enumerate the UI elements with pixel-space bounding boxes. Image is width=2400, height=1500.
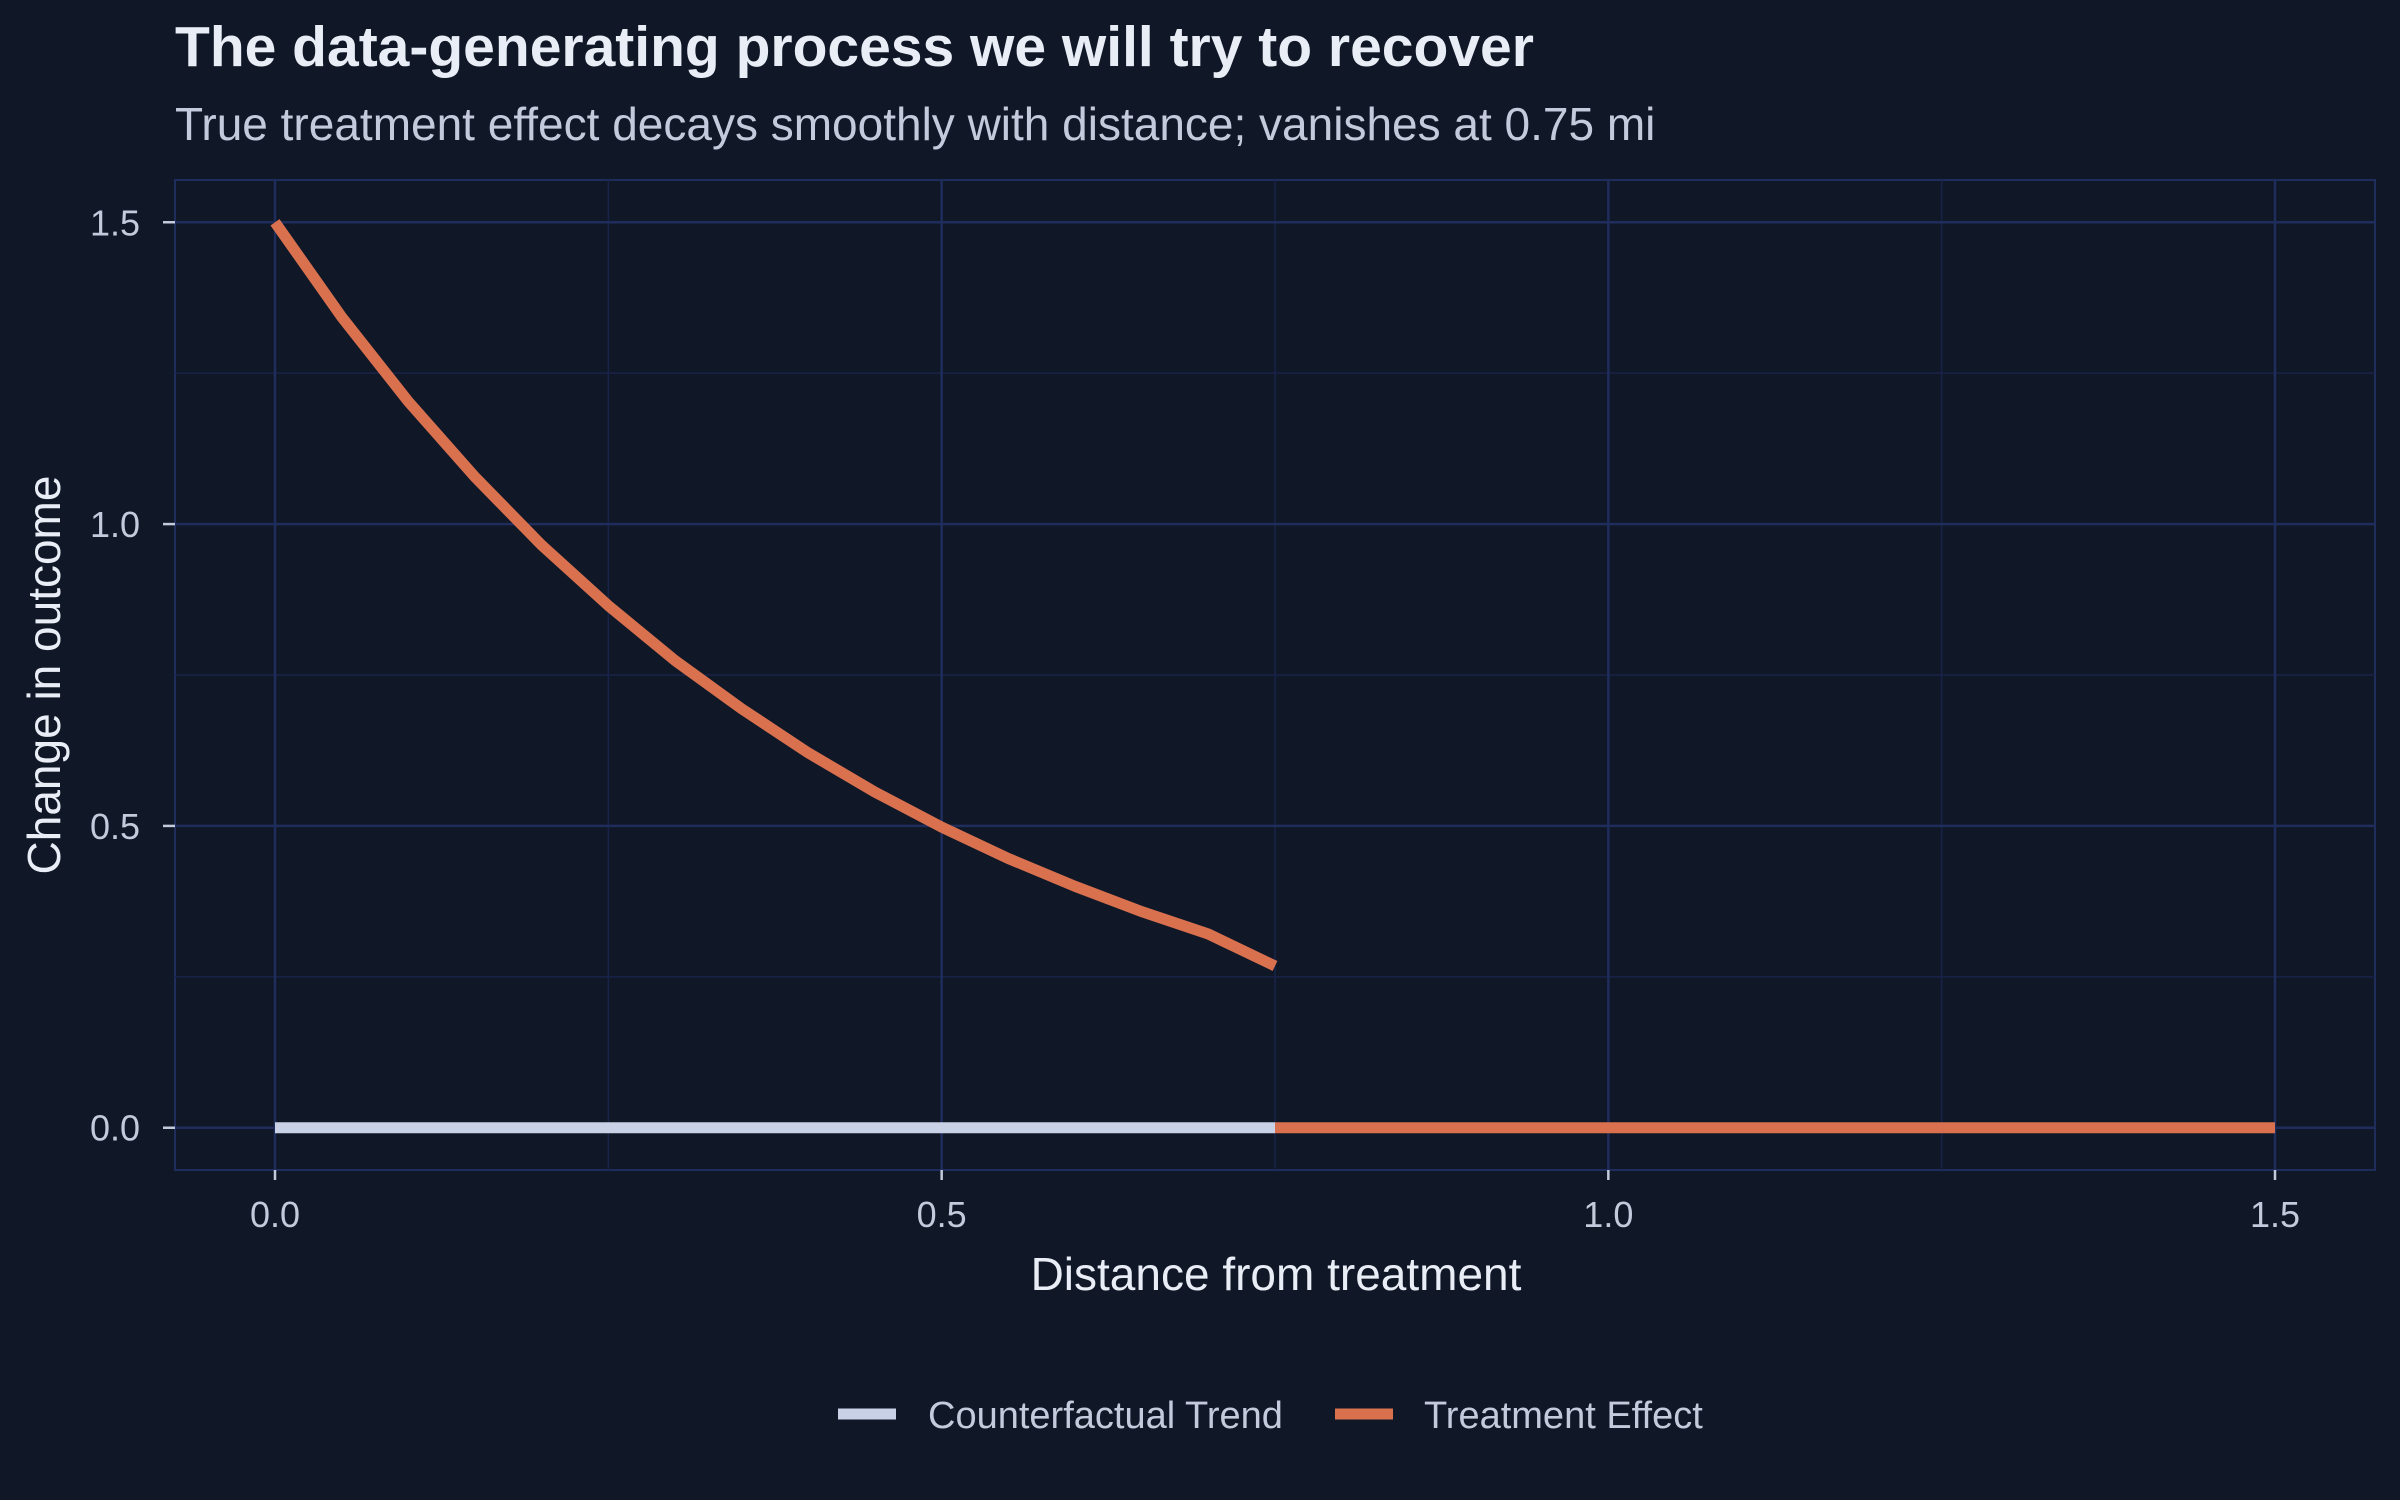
x-tick-label: 0.0 — [250, 1194, 300, 1235]
legend-label: Treatment Effect — [1424, 1395, 1703, 1437]
chart-subtitle: True treatment effect decays smoothly wi… — [175, 98, 1655, 150]
plot-grid — [174, 179, 2376, 1171]
series-line-treatment-effect — [270, 219, 1278, 971]
y-tick-label: 0.0 — [90, 1108, 140, 1149]
x-tick-label: 1.5 — [2250, 1194, 2300, 1235]
x-axis-label: Distance from treatment — [1031, 1248, 1522, 1300]
y-tick-label: 1.5 — [90, 202, 140, 243]
y-tick-label: 0.5 — [90, 806, 140, 847]
chart-title: The data-generating process we will try … — [175, 15, 1534, 79]
legend-label: Counterfactual Trend — [928, 1395, 1283, 1437]
y-axis-label: Change in outcome — [18, 476, 70, 875]
legend: Counterfactual Trend Treatment Effect — [838, 1395, 1703, 1437]
x-axis: 0.0 0.5 1.0 1.5 — [250, 1170, 2300, 1235]
x-tick-label: 0.5 — [917, 1194, 967, 1235]
x-tick-label: 1.0 — [1583, 1194, 1633, 1235]
y-axis: 0.0 0.5 1.0 1.5 — [90, 202, 175, 1149]
plot-series — [270, 219, 2275, 1134]
y-tick-label: 1.0 — [90, 504, 140, 545]
